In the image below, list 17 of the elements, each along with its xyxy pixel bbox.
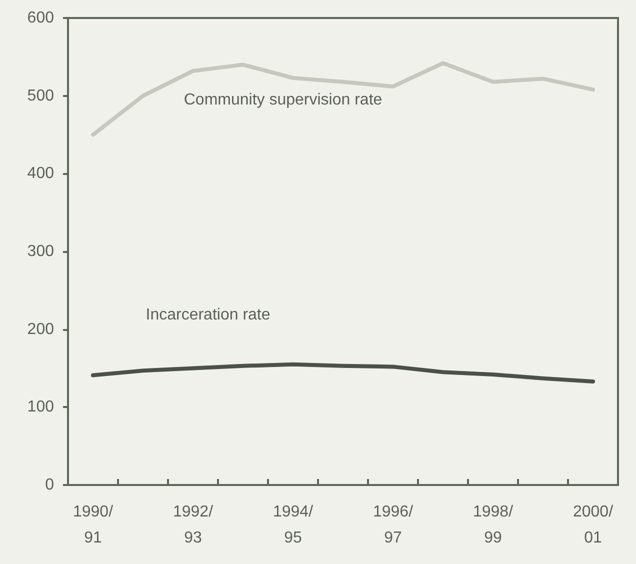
y-tick-label: 400 <box>27 165 54 182</box>
y-tick-label: 100 <box>27 398 54 416</box>
y-tick-label: 200 <box>27 320 54 338</box>
line-series <box>91 362 595 384</box>
line-series <box>91 61 595 137</box>
y-tick-label: 0 <box>45 476 54 494</box>
y-tick-label: 300 <box>27 243 54 260</box>
x-tick-label: 1990/ 91 <box>72 504 114 546</box>
y-tick-label: 600 <box>27 10 54 26</box>
x-tick-label: 1996/ 97 <box>372 504 414 546</box>
y-tick-label: 500 <box>27 87 54 104</box>
x-tick-label: 2000/ 01 <box>572 504 614 546</box>
x-tick-label: 1998/ 99 <box>472 504 514 546</box>
x-tick-label: 1992/ 93 <box>172 504 214 546</box>
series-label: Community supervision rate <box>184 91 382 108</box>
text: Incarceration rate <box>146 306 270 324</box>
x-tick-label: 1994/ 95 <box>272 504 314 546</box>
